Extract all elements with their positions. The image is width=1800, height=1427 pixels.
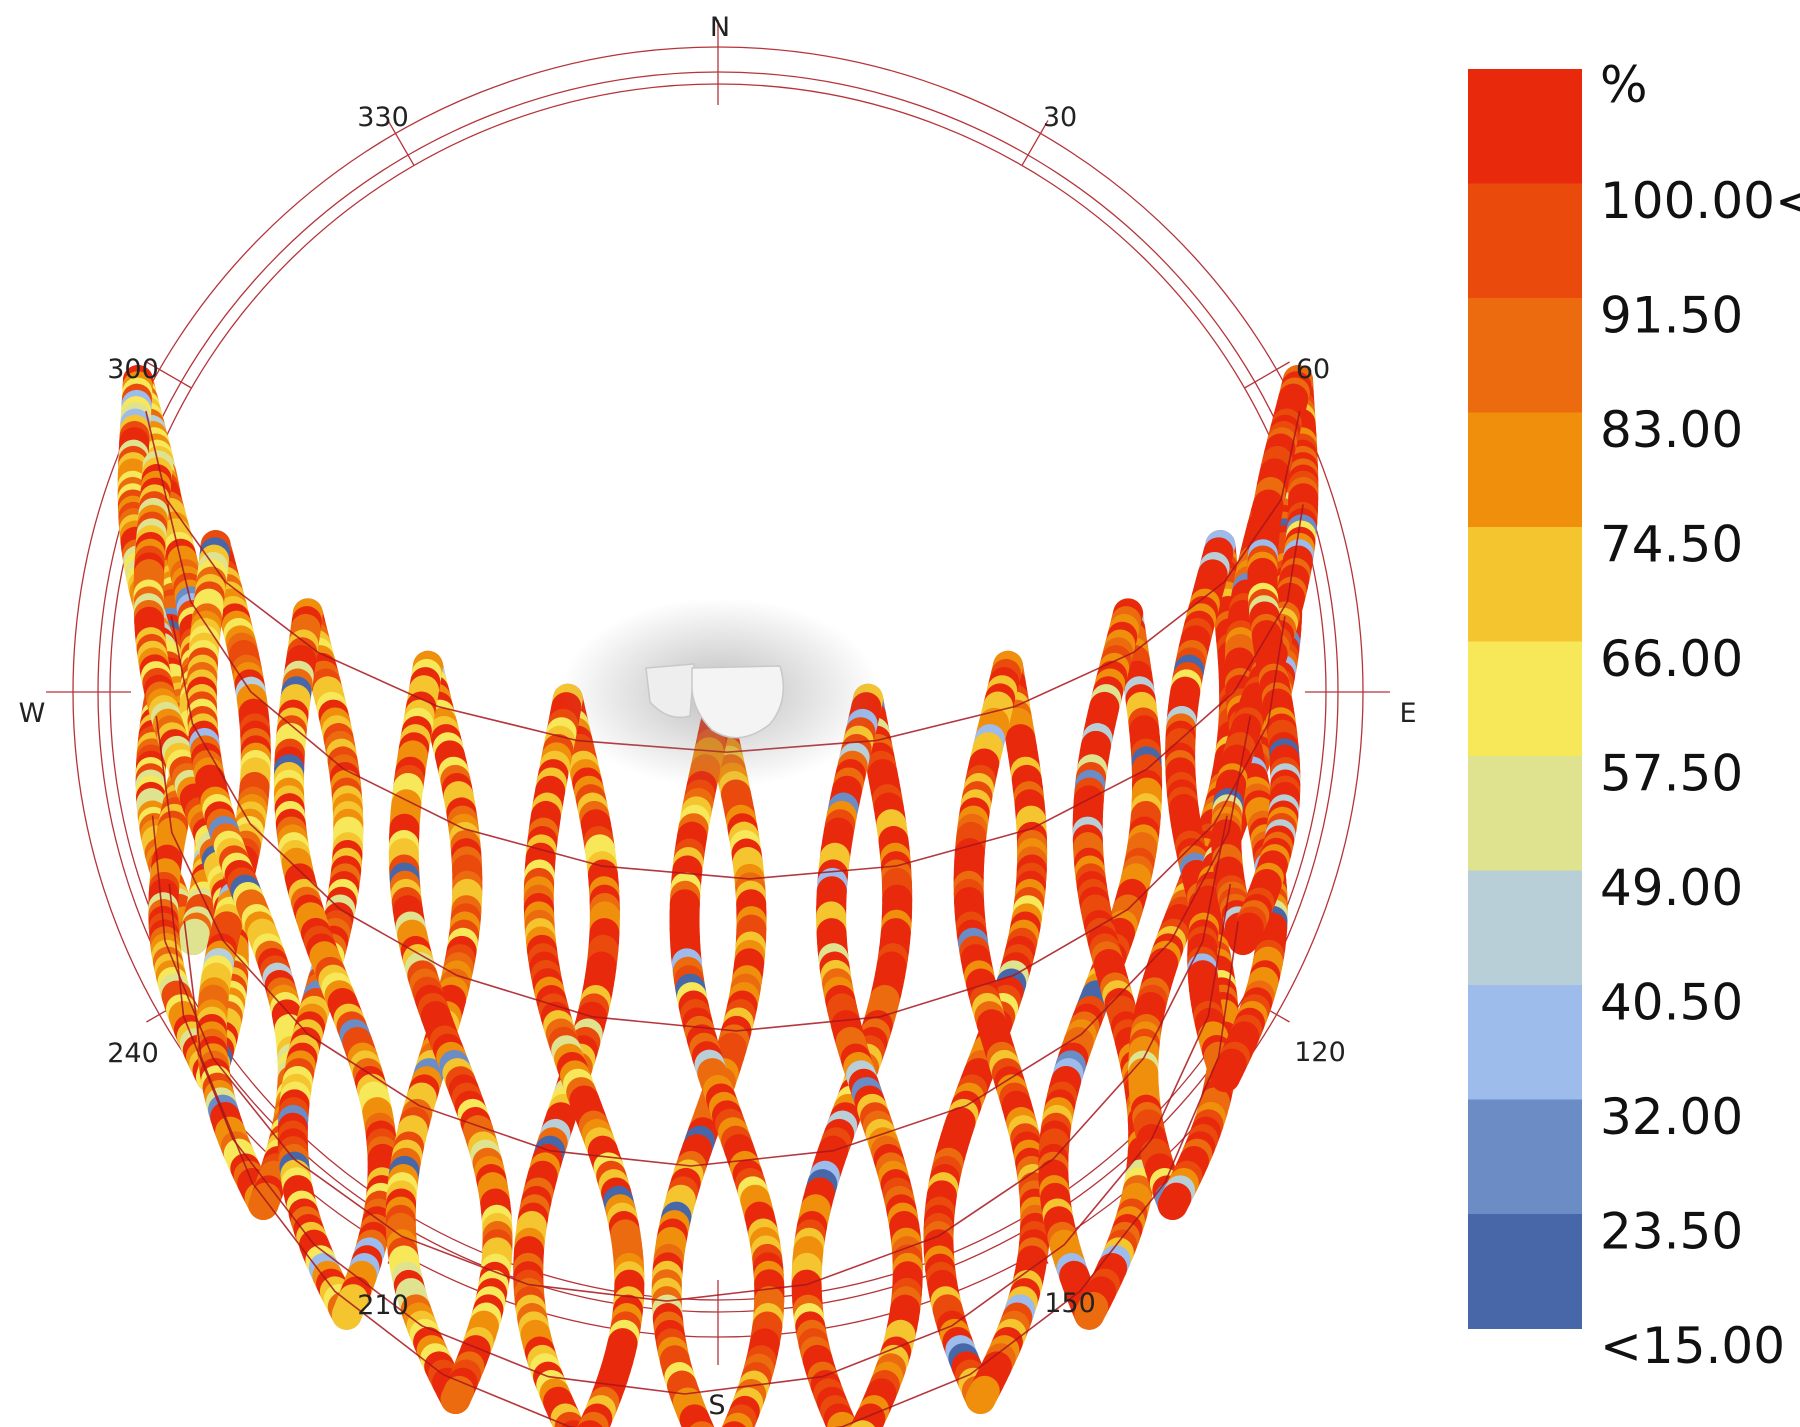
legend-label: 23.50 bbox=[1600, 1203, 1743, 1261]
legend-swatch bbox=[1468, 1214, 1582, 1329]
sun-path-arc bbox=[151, 815, 1228, 1302]
south-label: S bbox=[708, 1390, 725, 1421]
legend-unit: % bbox=[1600, 56, 1648, 114]
legend-label: 74.50 bbox=[1600, 516, 1743, 574]
legend-label: 32.00 bbox=[1600, 1088, 1743, 1146]
legend-swatch bbox=[1468, 298, 1582, 413]
azimuth-tick-30 bbox=[1021, 120, 1049, 166]
legend-label: 57.50 bbox=[1600, 745, 1743, 803]
azimuth-tick-300 bbox=[146, 361, 192, 389]
azimuth-label-60: 60 bbox=[1296, 354, 1330, 385]
band-segment bbox=[965, 1375, 1000, 1414]
sun-path-arc bbox=[170, 616, 1286, 1032]
band-segment bbox=[248, 1182, 282, 1220]
legend-swatch bbox=[1468, 985, 1582, 1100]
sun-path-arc bbox=[166, 504, 1304, 880]
analemma-band bbox=[1038, 598, 1163, 1330]
analemma-band bbox=[273, 598, 398, 1330]
legend-label: 49.00 bbox=[1600, 859, 1743, 917]
legend-swatch bbox=[1468, 527, 1582, 642]
legend-label: 40.50 bbox=[1600, 974, 1743, 1032]
azimuth-label-120: 120 bbox=[1294, 1037, 1346, 1068]
legend-swatch bbox=[1468, 412, 1582, 528]
legend-swatch bbox=[1468, 870, 1582, 986]
azimuth-label-150: 150 bbox=[1044, 1288, 1096, 1319]
building-block-left bbox=[645, 663, 695, 719]
legend-swatch bbox=[1468, 756, 1582, 871]
north-label: N bbox=[710, 12, 730, 43]
band-segment bbox=[1210, 1055, 1244, 1093]
legend-swatch bbox=[1468, 183, 1582, 299]
band-segment bbox=[1157, 1182, 1192, 1220]
building-block-right bbox=[691, 665, 785, 739]
legend-label: 100.00< bbox=[1600, 172, 1800, 230]
sun-path-arc bbox=[155, 715, 1252, 1167]
legend-label: 83.00 bbox=[1600, 401, 1743, 459]
azimuth-label-330: 330 bbox=[357, 102, 409, 133]
legend: % 100.00< 91.50 83.00 74.50 66.00 57.50 49.00 40… bbox=[1468, 56, 1800, 1375]
analemma-band bbox=[791, 683, 923, 1427]
band-segment bbox=[178, 918, 210, 955]
sun-path-arc bbox=[183, 921, 1239, 1427]
azimuth-label-210: 210 bbox=[357, 1290, 409, 1321]
legend-label: <15.00 bbox=[1600, 1317, 1785, 1375]
band-segment bbox=[440, 1375, 475, 1414]
building-model bbox=[560, 598, 880, 788]
analemma-band bbox=[513, 683, 645, 1427]
azimuth-label-300: 300 bbox=[107, 354, 159, 385]
analemma-band bbox=[1211, 365, 1319, 955]
east-label: E bbox=[1399, 698, 1416, 729]
azimuth-label-240: 240 bbox=[107, 1038, 159, 1069]
legend-label: 91.50 bbox=[1600, 287, 1743, 345]
analemma-band bbox=[923, 650, 1051, 1414]
legend-swatch bbox=[1468, 1099, 1582, 1215]
sun-path-arc bbox=[168, 883, 1232, 1395]
azimuth-tick-330 bbox=[387, 120, 415, 166]
compass-labels: N S E W 30 60 120 150 210 240 300 330 bbox=[19, 12, 1417, 1421]
band-segment bbox=[331, 1291, 365, 1330]
legend-swatch bbox=[1468, 641, 1582, 757]
legend-label: 66.00 bbox=[1600, 630, 1743, 688]
analemma-band bbox=[385, 650, 513, 1414]
west-label: W bbox=[19, 698, 46, 729]
azimuth-tick-60 bbox=[1244, 361, 1290, 389]
analemma-bands bbox=[117, 365, 1319, 1427]
band-segment bbox=[1074, 1291, 1109, 1330]
band-segment bbox=[1228, 918, 1261, 955]
legend-swatch bbox=[1468, 69, 1582, 184]
azimuth-label-30: 30 bbox=[1043, 102, 1077, 133]
